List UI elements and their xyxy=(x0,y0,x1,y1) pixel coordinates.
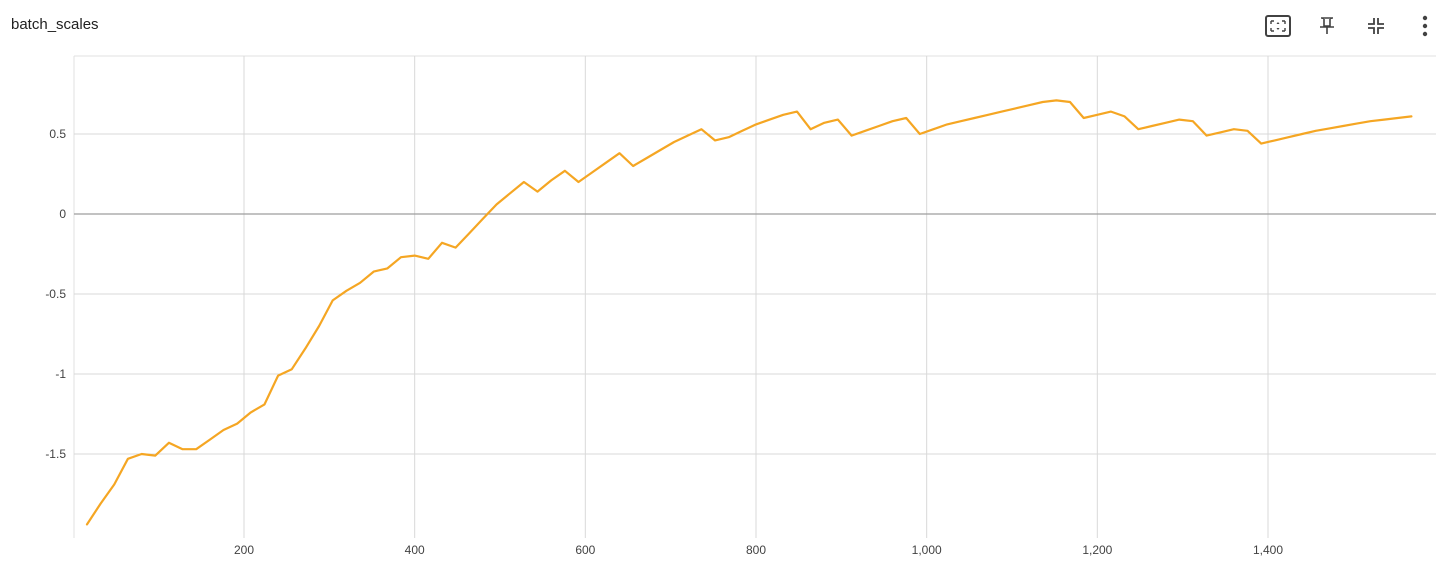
y-tick-label: 0 xyxy=(59,207,66,221)
y-tick-label: -1.5 xyxy=(45,447,66,461)
more-vert-icon xyxy=(1422,15,1428,37)
x-tick-label: 600 xyxy=(575,543,595,557)
collapse-icon xyxy=(1368,18,1384,34)
x-tick-label: 200 xyxy=(234,543,254,557)
pin-button[interactable] xyxy=(1311,10,1343,42)
collapse-button[interactable] xyxy=(1360,10,1392,42)
y-tick-label: 0.5 xyxy=(49,127,66,141)
x-tick-label: 1,200 xyxy=(1082,543,1112,557)
x-tick-label: 1,000 xyxy=(912,543,942,557)
x-tick-label: 1,400 xyxy=(1253,543,1283,557)
fit-to-domain-icon xyxy=(1265,15,1291,37)
pin-icon xyxy=(1320,17,1334,34)
card-title: batch_scales xyxy=(11,16,99,33)
series-line-batch_scales[interactable] xyxy=(85,99,1413,526)
y-tick-label: -1 xyxy=(55,367,66,381)
card-header: batch_scales xyxy=(0,0,1451,52)
y-tick-label: -0.5 xyxy=(45,287,66,301)
fit-domain-button[interactable] xyxy=(1262,10,1294,42)
more-button[interactable] xyxy=(1409,10,1441,42)
x-tick-label: 800 xyxy=(746,543,766,557)
x-tick-label: 400 xyxy=(405,543,425,557)
card-toolbar xyxy=(1262,10,1451,42)
